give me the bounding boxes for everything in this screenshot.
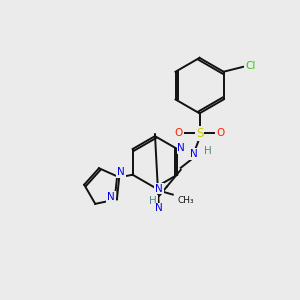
Text: N: N bbox=[190, 149, 197, 159]
Text: O: O bbox=[175, 128, 183, 138]
Text: N: N bbox=[155, 203, 163, 214]
Text: S: S bbox=[196, 127, 203, 140]
Text: N: N bbox=[117, 167, 125, 177]
Text: N: N bbox=[107, 192, 115, 202]
Text: H: H bbox=[149, 196, 157, 206]
Text: N: N bbox=[155, 184, 163, 194]
Text: N: N bbox=[177, 143, 185, 153]
Text: H: H bbox=[204, 146, 211, 156]
Text: O: O bbox=[216, 128, 224, 138]
Text: CH₃: CH₃ bbox=[178, 196, 194, 205]
Text: Cl: Cl bbox=[245, 61, 256, 71]
